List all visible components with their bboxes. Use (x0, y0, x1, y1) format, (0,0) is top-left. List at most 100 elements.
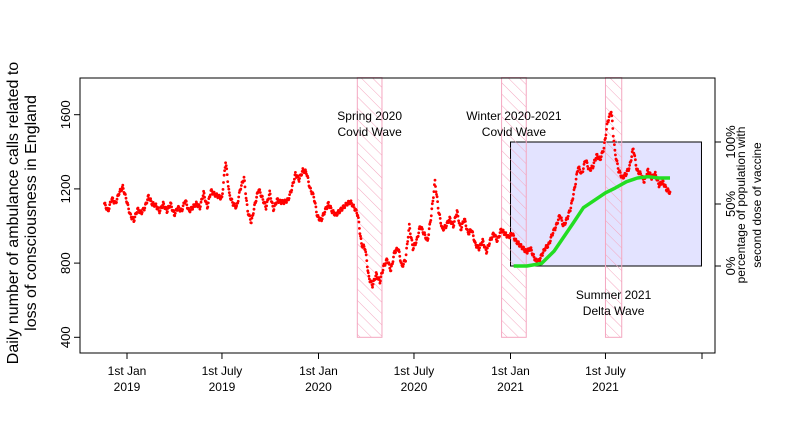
call-point (358, 227, 361, 230)
call-point (607, 115, 611, 119)
call-point (246, 209, 250, 213)
call-point (554, 226, 557, 230)
call-point (322, 212, 326, 216)
call-point (245, 203, 249, 207)
call-point (431, 199, 435, 203)
call-point (410, 238, 414, 242)
call-point (639, 172, 642, 176)
call-point (104, 203, 107, 207)
call-point (356, 214, 360, 217)
call-point (504, 231, 508, 235)
call-point (625, 172, 628, 176)
call-point (264, 207, 268, 211)
call-point (329, 206, 333, 210)
call-point (364, 250, 368, 254)
wave-label-line2: Covid Wave (338, 125, 403, 139)
call-point (258, 191, 262, 194)
call-point (408, 227, 412, 230)
x-tick-label-line1: 1st July (202, 364, 243, 378)
call-point (447, 221, 450, 225)
x-tick-label-line2: 2021 (497, 380, 524, 394)
vaccine-line (513, 174, 670, 268)
call-point (476, 244, 480, 248)
call-point (627, 167, 631, 171)
call-point (164, 205, 168, 209)
call-point (464, 220, 467, 223)
call-point (132, 219, 136, 223)
call-point (345, 203, 349, 207)
call-point (176, 208, 179, 212)
call-point (459, 228, 463, 232)
call-point (616, 162, 619, 166)
call-point (412, 247, 415, 250)
call-point (525, 251, 529, 255)
call-point (269, 197, 273, 200)
call-point (480, 243, 484, 247)
call-point (607, 119, 610, 122)
call-point (549, 239, 552, 243)
call-point (517, 240, 520, 244)
call-point (127, 207, 130, 211)
call-point (169, 202, 173, 205)
call-point (185, 203, 189, 207)
call-point (436, 200, 439, 204)
call-point (566, 217, 570, 221)
call-point (285, 201, 288, 204)
call-point (135, 211, 139, 214)
call-point (453, 220, 456, 223)
call-point (309, 186, 312, 190)
call-point (614, 153, 617, 157)
call-point (642, 181, 646, 184)
call-point (485, 250, 489, 254)
call-point (609, 110, 613, 114)
call-point (404, 253, 408, 257)
call-point (349, 199, 353, 203)
call-point (464, 224, 468, 228)
call-point (402, 262, 405, 266)
call-point (272, 208, 276, 211)
call-point (556, 221, 560, 225)
x-tick-label-line2: 2020 (305, 380, 332, 394)
call-point (226, 180, 230, 184)
call-point (204, 200, 208, 204)
call-point (181, 208, 185, 211)
call-point (293, 177, 296, 181)
wave-labels: Spring 2020 Covid Wave Winter 2020-2021 Cov… (337, 109, 651, 318)
y-tick-label: 1600 (58, 100, 73, 129)
call-point (432, 196, 435, 200)
call-point (634, 158, 637, 162)
call-point (471, 234, 475, 238)
call-point (405, 246, 408, 250)
wave-band (356, 77, 383, 338)
call-point (429, 214, 433, 218)
call-point (245, 199, 249, 203)
call-point (519, 243, 523, 246)
call-point (108, 203, 112, 207)
call-point (599, 158, 603, 161)
call-point (407, 229, 411, 232)
call-point (217, 193, 221, 197)
call-point (427, 227, 431, 231)
call-point (371, 282, 375, 286)
call-point (494, 234, 498, 238)
call-point (193, 205, 197, 208)
call-point (368, 277, 371, 281)
call-point (252, 212, 255, 215)
call-point (149, 199, 153, 203)
call-point (170, 205, 174, 209)
call-point (534, 257, 538, 261)
call-point (467, 232, 471, 236)
call-point (417, 231, 421, 235)
x-tick-label-line1: 1st July (394, 364, 435, 378)
call-point (252, 207, 256, 211)
call-point (481, 239, 485, 243)
call-point (604, 136, 607, 140)
call-point (388, 266, 392, 270)
call-point (405, 242, 409, 246)
call-point (406, 235, 410, 239)
call-point (498, 234, 501, 238)
call-point (560, 216, 563, 220)
call-point (323, 210, 327, 214)
call-point (254, 199, 258, 203)
